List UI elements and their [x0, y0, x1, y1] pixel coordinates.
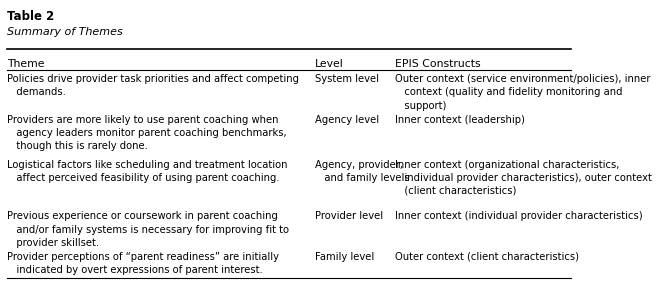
- Text: Outer context (client characteristics): Outer context (client characteristics): [395, 252, 579, 262]
- Text: Outer context (service environment/policies), inner
   context (quality and fide: Outer context (service environment/polic…: [395, 74, 651, 111]
- Text: Theme: Theme: [7, 59, 45, 69]
- Text: Provider level: Provider level: [315, 211, 383, 221]
- Text: Inner context (organizational characteristics,
   individual provider characteri: Inner context (organizational characteri…: [395, 160, 652, 196]
- Text: Table 2: Table 2: [7, 10, 54, 23]
- Text: Summary of Themes: Summary of Themes: [7, 27, 123, 37]
- Text: Logistical factors like scheduling and treatment location
   affect perceived fe: Logistical factors like scheduling and t…: [7, 160, 288, 183]
- Text: Previous experience or coursework in parent coaching
   and/or family systems is: Previous experience or coursework in par…: [7, 211, 289, 248]
- Text: Family level: Family level: [315, 252, 374, 262]
- Text: Level: Level: [315, 59, 344, 69]
- Text: EPIS Constructs: EPIS Constructs: [395, 59, 481, 69]
- Text: Agency, provider,
   and family levels: Agency, provider, and family levels: [315, 160, 409, 183]
- Text: Policies drive provider task priorities and affect competing
   demands.: Policies drive provider task priorities …: [7, 74, 299, 97]
- Text: Inner context (leadership): Inner context (leadership): [395, 115, 525, 125]
- Text: Provider perceptions of “parent readiness” are initially
   indicated by overt e: Provider perceptions of “parent readines…: [7, 252, 279, 275]
- Text: System level: System level: [315, 74, 379, 84]
- Text: Providers are more likely to use parent coaching when
   agency leaders monitor : Providers are more likely to use parent …: [7, 115, 287, 151]
- Text: Inner context (individual provider characteristics): Inner context (individual provider chara…: [395, 211, 643, 221]
- Text: Agency level: Agency level: [315, 115, 379, 125]
